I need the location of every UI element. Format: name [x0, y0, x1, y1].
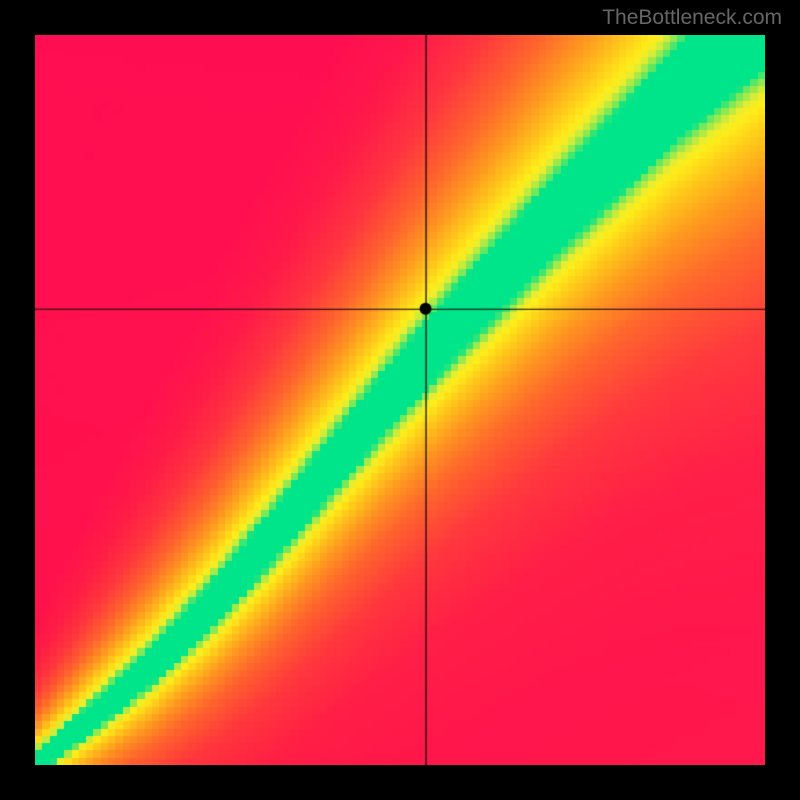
heatmap-canvas — [35, 35, 765, 765]
chart-container: TheBottleneck.com — [0, 0, 800, 800]
plot-area — [35, 35, 765, 765]
watermark-text: TheBottleneck.com — [602, 6, 782, 30]
